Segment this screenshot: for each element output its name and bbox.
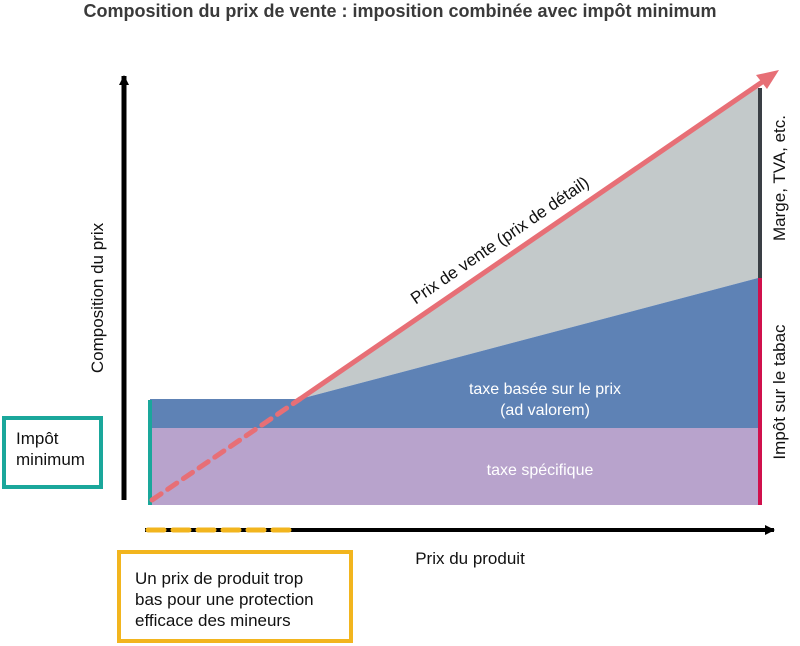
low-price-box-line3: efficace des mineurs	[135, 611, 291, 630]
low-price-box: Un prix de produit trop bas pour une pro…	[117, 550, 353, 643]
tobacco-tax-label: Impôt sur le tabac	[770, 324, 789, 460]
specific-tax-label: taxe spécifique	[487, 462, 594, 479]
ad-valorem-label-line1: taxe basée sur le prix	[469, 381, 621, 398]
retail-price-line	[298, 75, 770, 402]
margin-label: Marge, TVA, etc.	[770, 115, 789, 241]
x-axis-label: Prix du produit	[415, 549, 525, 568]
minimum-tax-box-line2: minimum	[16, 450, 85, 469]
low-price-box-line1: Un prix de produit trop	[135, 569, 304, 588]
y-axis-label: Composition du prix	[88, 222, 107, 373]
retail-price-line-dashed	[149, 396, 303, 503]
low-price-box-line2: bas pour une protection	[135, 590, 314, 609]
ad-valorem-area	[150, 278, 758, 428]
minimum-tax-box: Impôt minimum	[2, 416, 103, 489]
minimum-tax-box-line1: Impôt	[16, 429, 59, 448]
retail-price-arrowhead	[756, 70, 779, 89]
ad-valorem-label-line2: (ad valorem)	[500, 402, 590, 419]
specific-tax-area	[150, 428, 758, 505]
page-title: Composition du prix de vente : impositio…	[83, 1, 717, 21]
